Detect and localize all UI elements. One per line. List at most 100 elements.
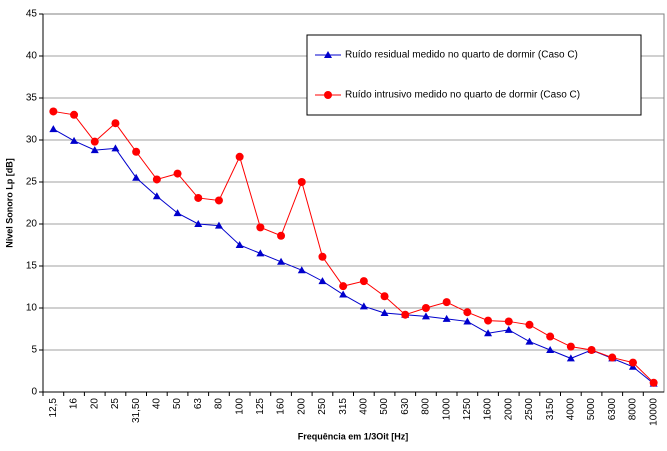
data-point: [132, 173, 141, 181]
legend: [306, 34, 642, 116]
data-point: [235, 241, 244, 248]
y-tick-label: 30: [26, 135, 38, 146]
data-point: [173, 169, 182, 178]
data-point: [359, 302, 368, 310]
data-point: [442, 314, 451, 322]
data-point: [173, 209, 182, 217]
data-point: [297, 178, 306, 186]
x-tick-label: 2500: [524, 398, 535, 421]
data-point: [484, 316, 493, 325]
data-point: [608, 353, 617, 362]
x-tick-label: 5000: [586, 398, 597, 421]
data-point: [132, 147, 141, 156]
legend-marker: [324, 51, 332, 58]
legend-marker: [324, 91, 332, 99]
data-point: [587, 346, 596, 354]
x-tick-label: 1000: [441, 398, 452, 421]
data-point: [214, 221, 223, 229]
data-point: [297, 266, 306, 274]
x-tick-label: 16: [69, 398, 80, 410]
data-point: [546, 346, 555, 353]
y-tick-label: 25: [26, 177, 38, 188]
data-point: [256, 223, 265, 232]
x-tick-label: 63: [193, 398, 204, 410]
data-point: [401, 310, 410, 319]
x-tick-label: 25: [110, 398, 121, 410]
x-tick-label: 20: [89, 398, 100, 410]
data-point: [463, 317, 472, 325]
data-point: [566, 354, 575, 362]
y-axis-title: Nível Sonoro Lp [dB]: [4, 158, 14, 248]
x-tick-label: 80: [214, 398, 225, 410]
data-point: [235, 152, 244, 161]
data-point: [194, 220, 203, 227]
data-point: [194, 193, 203, 202]
data-point: [359, 277, 368, 286]
legend-label: Ruído intrusivo medido no quarto de dorm…: [345, 90, 580, 101]
x-tick-label: 200: [296, 398, 307, 415]
data-point: [256, 249, 265, 257]
data-point: [152, 175, 161, 184]
data-point: [380, 292, 389, 301]
data-point: [111, 119, 120, 128]
x-tick-label: 4000: [565, 398, 576, 421]
y-tick-label: 20: [26, 219, 38, 230]
x-tick-label: 1250: [462, 398, 473, 421]
data-point: [277, 257, 286, 265]
data-point: [70, 110, 79, 119]
data-point: [277, 231, 286, 240]
x-tick-label: 315: [338, 398, 349, 415]
data-point: [628, 358, 637, 367]
y-tick-label: 0: [31, 387, 37, 398]
x-tick-label: 31,50: [131, 398, 142, 423]
data-point: [484, 329, 493, 337]
data-point: [463, 308, 472, 317]
data-point: [318, 277, 327, 285]
x-tick-label: 100: [234, 398, 245, 415]
data-point: [214, 196, 223, 205]
data-point: [525, 320, 534, 329]
data-point: [504, 317, 513, 326]
data-point: [421, 304, 430, 312]
series-line: [53, 128, 654, 384]
data-point: [649, 378, 658, 387]
y-tick-label: 5: [31, 345, 37, 356]
data-point: [49, 107, 58, 116]
x-tick-label: 160: [276, 398, 287, 415]
x-tick-label: 125: [255, 398, 266, 415]
x-tick-label: 6300: [607, 398, 618, 421]
x-tick-label: 3150: [545, 398, 556, 421]
data-point: [318, 252, 327, 261]
data-point: [504, 325, 513, 333]
data-point: [111, 144, 120, 152]
data-point: [525, 337, 534, 345]
data-point: [421, 312, 430, 320]
x-tick-label: 630: [400, 398, 411, 415]
y-tick-label: 15: [26, 261, 38, 272]
data-point: [380, 309, 389, 317]
x-tick-label: 10000: [648, 398, 659, 426]
data-point: [566, 342, 575, 351]
x-tick-label: 12,5: [48, 398, 59, 418]
y-tick-label: 10: [26, 303, 38, 314]
x-tick-label: 2000: [503, 398, 514, 421]
data-point: [90, 146, 99, 154]
x-tick-label: 1600: [483, 398, 494, 421]
x-axis-title: Frequência em 1/3Oit [Hz]: [298, 431, 409, 441]
x-tick-label: 800: [421, 398, 432, 415]
data-point: [49, 125, 58, 133]
data-point: [546, 332, 555, 341]
x-tick-label: 250: [317, 398, 328, 415]
x-tick-label: 400: [358, 398, 369, 415]
x-tick-label: 8000: [628, 398, 639, 421]
y-tick-label: 35: [26, 93, 38, 104]
x-tick-label: 50: [172, 398, 183, 410]
x-tick-label: 500: [379, 398, 390, 415]
legend-label: Ruído residual medido no quarto de dormi…: [345, 50, 578, 61]
y-tick-label: 45: [26, 9, 38, 20]
x-tick-label: 40: [151, 398, 162, 410]
y-tick-label: 40: [26, 51, 38, 62]
data-point: [90, 137, 99, 146]
data-point: [339, 282, 348, 291]
